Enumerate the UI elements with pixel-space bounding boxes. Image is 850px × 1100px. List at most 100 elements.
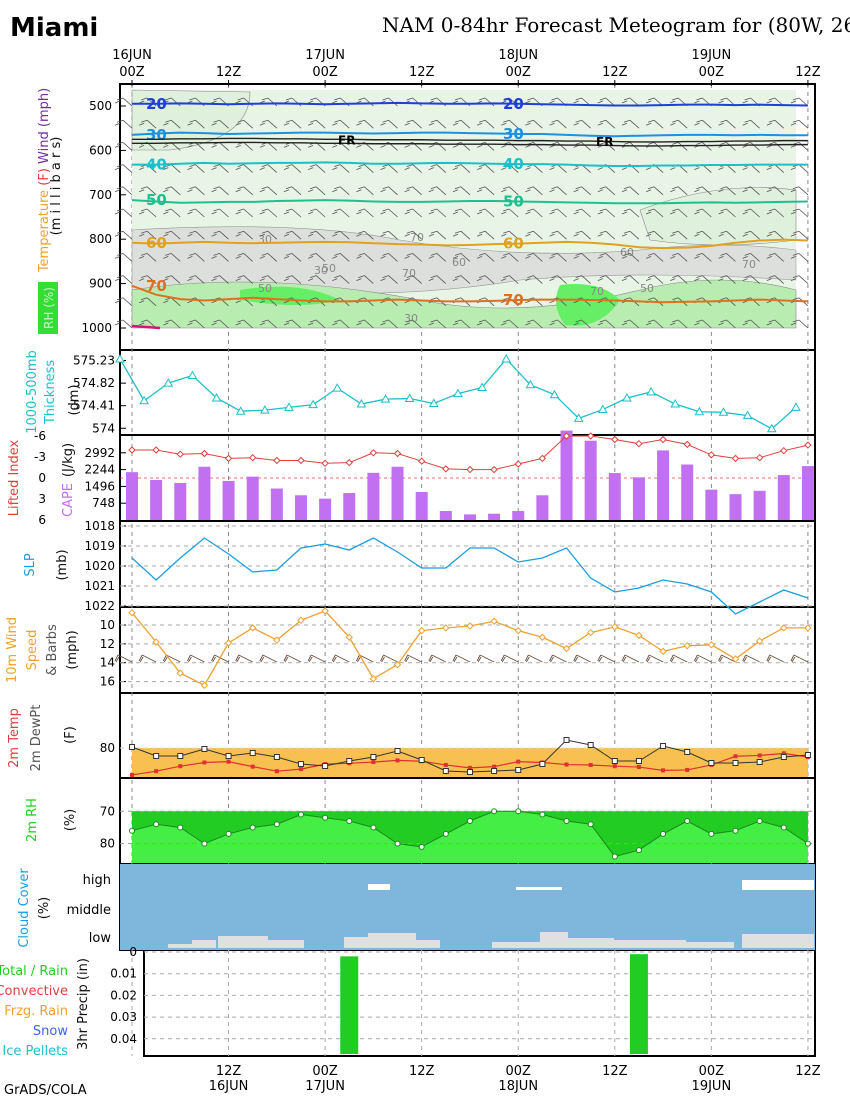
wind-barb — [670, 208, 688, 218]
wind-barb — [790, 119, 809, 129]
wind-barb — [404, 275, 422, 284]
rh-contour-label: 70 — [410, 231, 424, 244]
li-point — [152, 446, 160, 454]
rh-point — [466, 818, 473, 824]
wind-barb — [356, 230, 374, 240]
cape-bar — [560, 430, 573, 520]
freezing-label: FR — [338, 133, 355, 147]
wind-barb — [621, 654, 640, 663]
isotherm-60 — [131, 238, 808, 250]
rh-point — [635, 847, 642, 854]
wind-point — [659, 647, 667, 656]
wind-barb — [211, 275, 229, 284]
wind-barb — [766, 142, 785, 151]
wind-barb — [307, 654, 326, 663]
wind-barb — [114, 97, 133, 107]
wind-barb — [597, 253, 616, 262]
dewpoint-point — [756, 759, 763, 765]
wind-barb — [307, 186, 326, 196]
rh-point — [611, 853, 618, 860]
wind-barb — [404, 230, 422, 240]
wind-barb — [380, 119, 398, 129]
rh-point — [225, 830, 232, 837]
dewpoint-point — [442, 768, 449, 774]
wind-point — [369, 675, 378, 683]
li-point — [297, 456, 305, 465]
cloud-low — [344, 937, 368, 948]
wind-barb — [332, 164, 350, 173]
wind-barb — [114, 253, 133, 262]
thickness-tick-label: 574.82 — [73, 376, 115, 390]
wind-barb — [501, 208, 519, 218]
top-time-axis: 16JUN 00Z 12Z 17JUN 00Z 12Z 18JUN 00Z 12Z 19JUN 00… — [112, 48, 821, 86]
wind-barb — [332, 253, 350, 262]
thickness-label-2: Thickness — [43, 360, 58, 425]
wind-barb — [332, 208, 350, 218]
cape-bar — [536, 495, 549, 520]
temp-point — [250, 764, 255, 769]
temp-point — [154, 769, 159, 774]
cloud-level-label: middle — [67, 903, 111, 918]
wind-barb — [235, 208, 253, 218]
li-point — [128, 446, 136, 454]
dewpoint-point — [201, 746, 208, 752]
wind-barb — [138, 319, 157, 329]
wind-barb — [211, 164, 229, 173]
temp-point — [612, 764, 617, 769]
wind-barb — [525, 230, 543, 240]
dewpoint-point — [273, 754, 280, 760]
slp-tick-label: 1020 — [84, 559, 115, 573]
cape-bar — [246, 476, 259, 520]
rh-area — [132, 811, 808, 857]
wind-barb — [283, 230, 302, 240]
wind-barb — [428, 654, 447, 663]
wind-barb — [694, 119, 712, 129]
cape-bar — [270, 488, 283, 520]
thickness-panel: 574 574.41 574.82 575.23 1000-500mb Thickness… — [25, 350, 801, 435]
li-point — [321, 459, 329, 468]
rh2m-unit: (%) — [63, 809, 78, 832]
wind-barb — [283, 253, 302, 262]
cape-bar — [584, 440, 597, 520]
wind-point — [345, 633, 353, 641]
wind-point — [780, 624, 788, 632]
wind-barb — [356, 208, 374, 218]
rh-point — [587, 821, 594, 828]
isotherm-label: 40 — [503, 155, 524, 173]
wind-barb — [138, 297, 157, 307]
freezing-line — [132, 137, 808, 143]
rh-point — [346, 818, 353, 824]
cloud-high — [516, 887, 562, 890]
li-point — [804, 441, 812, 449]
wind-barb — [138, 186, 157, 196]
rh2m-panel: 2m RH (%) 70 80 — [25, 798, 815, 863]
li-point — [635, 439, 643, 448]
thickness-point — [622, 392, 632, 402]
wind-barb — [766, 186, 785, 196]
temp-point — [564, 762, 569, 767]
wind-barb — [718, 208, 736, 218]
cape-bar — [126, 472, 138, 520]
wind-barb — [549, 230, 567, 240]
wind-barb — [356, 186, 374, 196]
wind-barb — [380, 654, 398, 663]
cape-bar — [681, 464, 694, 520]
li-point — [273, 456, 281, 465]
wind-label-3: & Barbs — [45, 624, 60, 676]
credit: GrADS/COLA — [4, 1083, 87, 1098]
wind-barb — [476, 230, 495, 240]
wind-point — [200, 681, 209, 690]
precip-legend-item: Frzg. Rain — [4, 1004, 68, 1019]
cape-bar — [150, 480, 163, 520]
wind-barb — [428, 164, 447, 173]
wind-barb — [718, 119, 736, 129]
wind-barb — [476, 275, 495, 284]
temp-point — [492, 764, 497, 769]
li-point — [417, 457, 426, 465]
dewpoint-point — [394, 748, 401, 754]
wind-barb — [573, 230, 591, 240]
dewpoint-point — [587, 742, 594, 748]
wind-barb — [597, 186, 616, 196]
top-axis-hour: 00Z — [699, 65, 725, 80]
wind-barb — [307, 164, 326, 173]
